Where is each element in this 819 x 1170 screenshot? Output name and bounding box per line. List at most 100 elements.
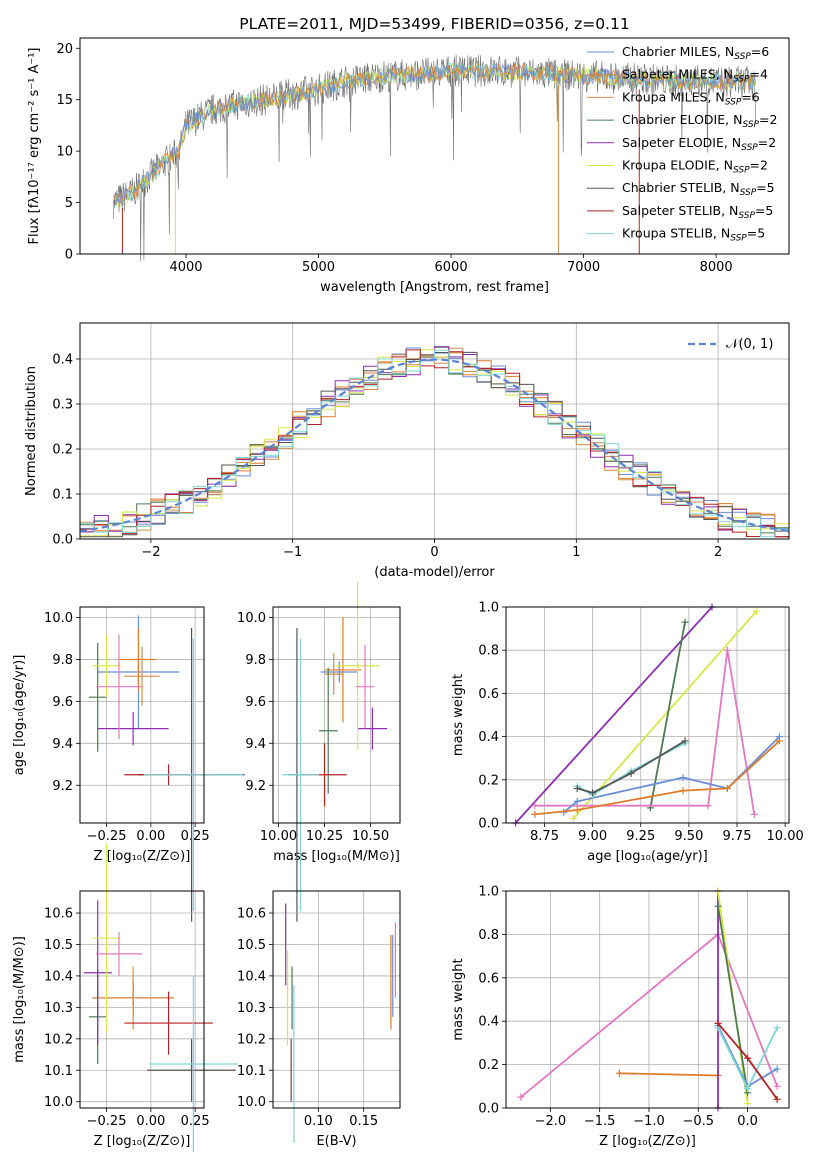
x-tick-label: 8.75 <box>530 829 559 844</box>
legend: Chabrier MILES, NSSP=6 Salpeter MILES, NS… <box>587 44 777 244</box>
mass-weight-marker <box>569 815 577 823</box>
mass-weight-marker <box>679 774 687 782</box>
errorbars-mass_age <box>282 581 388 922</box>
y-tick-label: 0.8 <box>478 928 499 943</box>
mass-weight-marker <box>681 737 689 745</box>
model-spectrum-line <box>112 62 757 208</box>
mass-weight-line <box>534 740 781 816</box>
x-tick-label: 0.25 <box>181 1114 210 1129</box>
x-tick-label: 10.25 <box>306 829 343 844</box>
x-tick-label: 10.50 <box>352 829 389 844</box>
x-tick-label: −1 <box>283 545 302 560</box>
mass-weight-marker <box>773 1065 781 1073</box>
mass-weight-marker <box>773 1082 781 1090</box>
x-tick-label: 6000 <box>435 260 468 275</box>
residual-histogram <box>80 349 789 538</box>
y-tick-label: 10.2 <box>237 1032 266 1047</box>
x-tick-label: 8000 <box>700 260 733 275</box>
y-tick-label: 5 <box>65 196 73 211</box>
x-tick-label: −2 <box>141 545 160 560</box>
x-axis-label: E(B-V) <box>316 1134 356 1149</box>
mass-weight-marker <box>517 1093 525 1101</box>
y-tick-label: 9.8 <box>52 653 73 668</box>
x-tick-label: 0.00 <box>136 829 165 844</box>
y-tick-label: 9.6 <box>245 695 266 710</box>
y-axis-label: age [log₁₀(age/yr)] <box>12 655 27 776</box>
errorbars-ebv_mass <box>285 903 397 1143</box>
x-tick-label: 0.10 <box>304 1114 333 1129</box>
axes-mass_age: 10.00 10.25 10.50 9.2 9.4 9.6 9.8 10.0 mass [log… <box>237 607 400 864</box>
y-tick-label: 10.0 <box>44 611 73 626</box>
normal-distribution-curve <box>79 358 790 533</box>
y-tick-label: 0 <box>65 248 73 263</box>
spectrum-lines <box>112 54 757 262</box>
mass-weight-marker <box>752 607 760 615</box>
plot-frame <box>272 606 401 824</box>
mass-weight-marker <box>531 810 539 818</box>
histograms <box>80 346 789 538</box>
legend-label: Salpeter STELIB, NSSP=5 <box>622 203 773 221</box>
mass-weight-marker <box>615 1069 623 1077</box>
y-axis-label: mass weight <box>451 674 466 756</box>
y-tick-label: 0.2 <box>478 1058 499 1073</box>
legend-label: 𝒩(0, 1) <box>726 337 773 352</box>
mass-weight-line <box>514 606 713 824</box>
y-tick-label: 15 <box>56 93 73 108</box>
mass-weight-marker <box>714 902 722 910</box>
axes-age_weight: 8.75 9.00 9.25 9.50 9.75 10.00 0.0 0.2 0.4 0.6 0.8… <box>451 601 804 865</box>
y-tick-label: 0.0 <box>478 817 499 832</box>
mass-weight-marker <box>723 784 731 792</box>
plot-frame <box>505 890 790 1109</box>
legend-label: Kroupa MILES, NSSP=6 <box>622 89 760 107</box>
y-tick-label: 10.0 <box>237 611 266 626</box>
mass-weight-marker <box>773 1095 781 1103</box>
y-tick-label: 9.8 <box>245 653 266 668</box>
y-tick-label: 0.6 <box>478 971 499 986</box>
weight-lines-z_weight <box>517 887 781 1112</box>
x-tick-label: −1.0 <box>633 1114 665 1129</box>
mass-weight-marker <box>589 789 597 797</box>
mass-weight-line <box>619 1072 719 1077</box>
x-axis-label: Z [log₁₀(Z/Z⊙)] <box>94 1134 191 1149</box>
y-tick-label: 10 <box>56 145 73 160</box>
plot-frame <box>505 606 790 824</box>
x-axis-label: Z [log₁₀(Z/Z⊙)] <box>599 1134 696 1149</box>
x-axis-label: (data-model)/error <box>374 565 495 580</box>
legend-label: Chabrier ELODIE, NSSP=2 <box>622 112 777 130</box>
y-tick-label: 10.1 <box>44 1064 73 1079</box>
y-tick-label: 9.4 <box>52 737 73 752</box>
mass-weight-marker <box>775 737 783 745</box>
plot-frame <box>272 890 401 1109</box>
y-tick-label: 20 <box>56 42 73 57</box>
axes-z_weight: −2.0 −1.5 −1.0 −0.5 0.0 0.0 0.2 0.4 0.6 0.8 1.0 Z [… <box>451 885 789 1149</box>
y-tick-label: 10.3 <box>237 1001 266 1016</box>
mass-weight-marker <box>750 810 758 818</box>
mass-weight-line <box>717 906 749 1093</box>
x-tick-label: 9.25 <box>626 829 655 844</box>
legend-label: Salpeter ELODIE, NSSP=2 <box>622 135 776 153</box>
mass-weight-line <box>534 650 756 815</box>
x-axis-label: Z [log₁₀(Z/Z⊙)] <box>94 849 191 864</box>
y-tick-label: 0.2 <box>52 443 73 458</box>
y-axis-label: Flux [fλ10⁻¹⁷ erg cm⁻² s⁻¹ A⁻¹] <box>27 48 42 245</box>
y-tick-label: 1.0 <box>478 601 499 616</box>
x-tick-label: −0.5 <box>682 1114 714 1129</box>
mass-weight-marker <box>773 1024 781 1032</box>
x-axis-label: wavelength [Angstrom, rest frame] <box>320 280 549 295</box>
y-axis-label: Normed distribution <box>24 366 39 496</box>
axes-residuals: −2 −1 0 1 2 0.0 0.1 0.2 0.3 0.4 (data-model)/error… <box>24 323 789 580</box>
y-tick-label: 0.0 <box>52 533 73 548</box>
y-tick-label: 0.0 <box>478 1102 499 1117</box>
mass-weight-marker <box>744 1054 752 1062</box>
y-tick-label: 0.3 <box>52 398 73 413</box>
x-tick-label: 0.25 <box>181 829 210 844</box>
plot-frame <box>79 37 790 255</box>
axes-ebv_mass: 0.10 0.15 10.0 10.1 10.2 10.3 10.4 10.5 10.6 E(B-… <box>237 891 400 1149</box>
x-tick-label: 9.75 <box>723 829 752 844</box>
chart-title: PLATE=2011, MJD=53499, FIBERID=0356, z=0… <box>239 15 629 33</box>
x-tick-label: −1.5 <box>584 1114 616 1129</box>
y-tick-label: 1.0 <box>478 885 499 900</box>
axes-z_mass: −0.25 0.00 0.25 10.0 10.1 10.2 10.3 10.4 10.5 10.… <box>12 891 210 1149</box>
x-tick-label: 5000 <box>302 260 335 275</box>
